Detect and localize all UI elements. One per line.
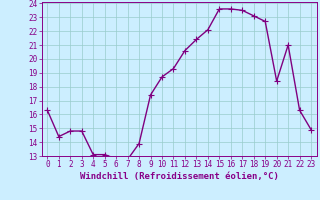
X-axis label: Windchill (Refroidissement éolien,°C): Windchill (Refroidissement éolien,°C) bbox=[80, 172, 279, 181]
